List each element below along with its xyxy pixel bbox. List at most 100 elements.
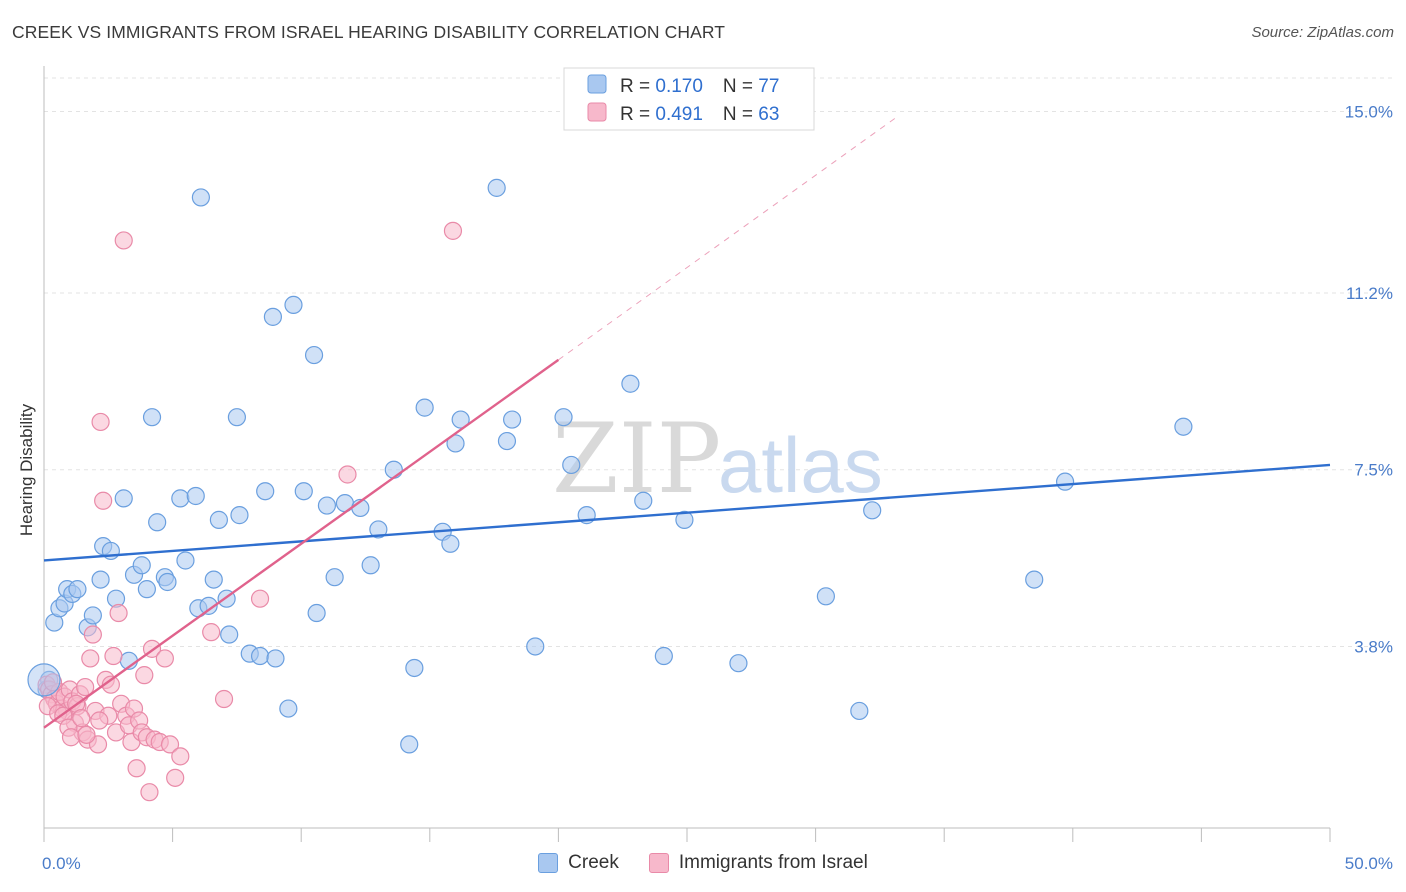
legend-row-creek: R = 0.170 N = 77 <box>620 76 779 97</box>
point-creek-9 <box>91 570 110 589</box>
point-creek-66 <box>634 491 653 510</box>
point-israel-45 <box>160 735 180 754</box>
point-israel-30 <box>114 231 133 250</box>
point-creek-22 <box>171 489 190 508</box>
point-israel-62 <box>90 711 109 730</box>
point-creek-43 <box>307 603 326 623</box>
point-creek-70 <box>816 587 835 606</box>
trend-line-creek <box>43 463 1331 562</box>
point-creek-36 <box>256 482 275 501</box>
point-creek-37 <box>263 307 283 326</box>
y-tick-label-3: 15.0% <box>1345 102 1393 121</box>
tick-labels: 3.8% 7.5% 11.2% 15.0% 0.0% 50.0% <box>42 102 1393 873</box>
series-legend: Creek Immigrants from Israel <box>0 852 1406 874</box>
point-israel-52 <box>443 221 463 240</box>
data-points <box>27 178 1193 802</box>
point-creek-26 <box>191 188 210 207</box>
y-tick-label-2: 11.2% <box>1346 284 1393 303</box>
point-creek-38 <box>266 649 285 668</box>
point-creek-65 <box>621 374 640 393</box>
point-israel-18 <box>83 625 102 644</box>
point-creek-6 <box>68 580 87 599</box>
legend-swatch-israel <box>587 102 607 122</box>
watermark: ZIP atlas <box>552 403 883 515</box>
point-creek-8 <box>83 606 102 625</box>
trend-line-israel <box>43 358 560 729</box>
point-creek-72 <box>863 501 882 520</box>
point-creek-19 <box>148 513 167 532</box>
point-creek-33 <box>230 506 249 525</box>
point-creek-49 <box>369 520 388 539</box>
point-creek-71 <box>850 701 869 721</box>
legend-item-israel: Immigrants from Israel <box>648 852 868 874</box>
point-israel-40 <box>140 783 159 802</box>
point-creek-29 <box>209 510 228 529</box>
grid-lines <box>44 77 1392 647</box>
point-creek-21 <box>158 572 177 592</box>
point-creek-56 <box>446 434 465 453</box>
point-israel-44 <box>155 649 174 668</box>
point-creek-16 <box>132 556 151 575</box>
point-creek-55 <box>441 534 460 553</box>
point-creek-68 <box>675 510 694 529</box>
point-israel-46 <box>166 768 185 787</box>
trend-line-dashed-israel <box>558 115 899 361</box>
point-israel-61 <box>77 725 96 744</box>
point-creek-75 <box>1174 417 1193 436</box>
x-tick-label-1: 50.0% <box>1345 854 1393 873</box>
point-creek-74 <box>1055 472 1075 491</box>
point-creek-cluster <box>27 663 61 697</box>
point-israel-49 <box>214 689 234 709</box>
point-creek-59 <box>497 431 517 451</box>
point-creek-44 <box>317 496 337 515</box>
point-israel-15 <box>76 677 95 697</box>
point-creek-63 <box>562 455 581 475</box>
source-label: Source: ZipAtlas.com <box>1251 24 1394 41</box>
watermark-atlas: atlas <box>718 421 883 509</box>
point-creek-24 <box>186 486 205 506</box>
point-creek-35 <box>250 646 270 666</box>
x-tick-label-0: 0.0% <box>42 854 81 873</box>
point-creek-62 <box>554 408 573 427</box>
point-creek-52 <box>405 658 424 678</box>
point-israel-21 <box>91 412 110 432</box>
y-tick-label-1: 7.5% <box>1354 461 1393 480</box>
point-creek-58 <box>487 178 506 197</box>
legend-label-creek: Creek <box>568 852 619 873</box>
point-creek-28 <box>204 570 223 589</box>
legend-box: R = 0.170 N = 77 R = 0.491 N = 63 <box>563 67 815 131</box>
point-creek-51 <box>400 735 419 754</box>
legend-label-israel: Immigrants from Israel <box>678 852 868 873</box>
legend-swatch-creek-bottom <box>538 853 559 873</box>
point-creek-67 <box>654 646 673 666</box>
legend-swatch-israel-bottom <box>648 853 669 873</box>
point-creek-50 <box>384 460 403 479</box>
point-creek-17 <box>137 580 156 599</box>
trend-lines <box>43 115 1331 729</box>
point-israel-50 <box>250 589 270 608</box>
point-creek-31 <box>220 625 239 644</box>
point-creek-57 <box>451 410 470 429</box>
point-creek-41 <box>294 482 313 501</box>
legend-row-israel: R = 0.491 N = 63 <box>620 104 779 125</box>
point-israel-47 <box>171 747 190 766</box>
point-israel-17 <box>81 649 100 668</box>
point-creek-39 <box>279 699 298 718</box>
point-creek-13 <box>114 489 133 508</box>
point-creek-27 <box>199 596 218 615</box>
point-creek-53 <box>415 398 434 417</box>
y-axis-title: Hearing Disability <box>17 403 36 536</box>
point-israel-22 <box>94 491 113 510</box>
point-creek-32 <box>227 408 246 427</box>
point-israel-38 <box>135 666 154 685</box>
legend-item-creek: Creek <box>538 852 619 874</box>
point-creek-40 <box>284 295 303 315</box>
point-israel-35 <box>127 759 146 778</box>
point-creek-69 <box>729 654 748 673</box>
chart-title: CREEK VS IMMIGRANTS FROM ISRAEL HEARING … <box>12 22 726 42</box>
point-israel-60 <box>72 709 91 728</box>
legend-swatch-creek <box>587 74 607 94</box>
point-israel-48 <box>202 623 221 642</box>
point-israel-51 <box>338 465 357 484</box>
